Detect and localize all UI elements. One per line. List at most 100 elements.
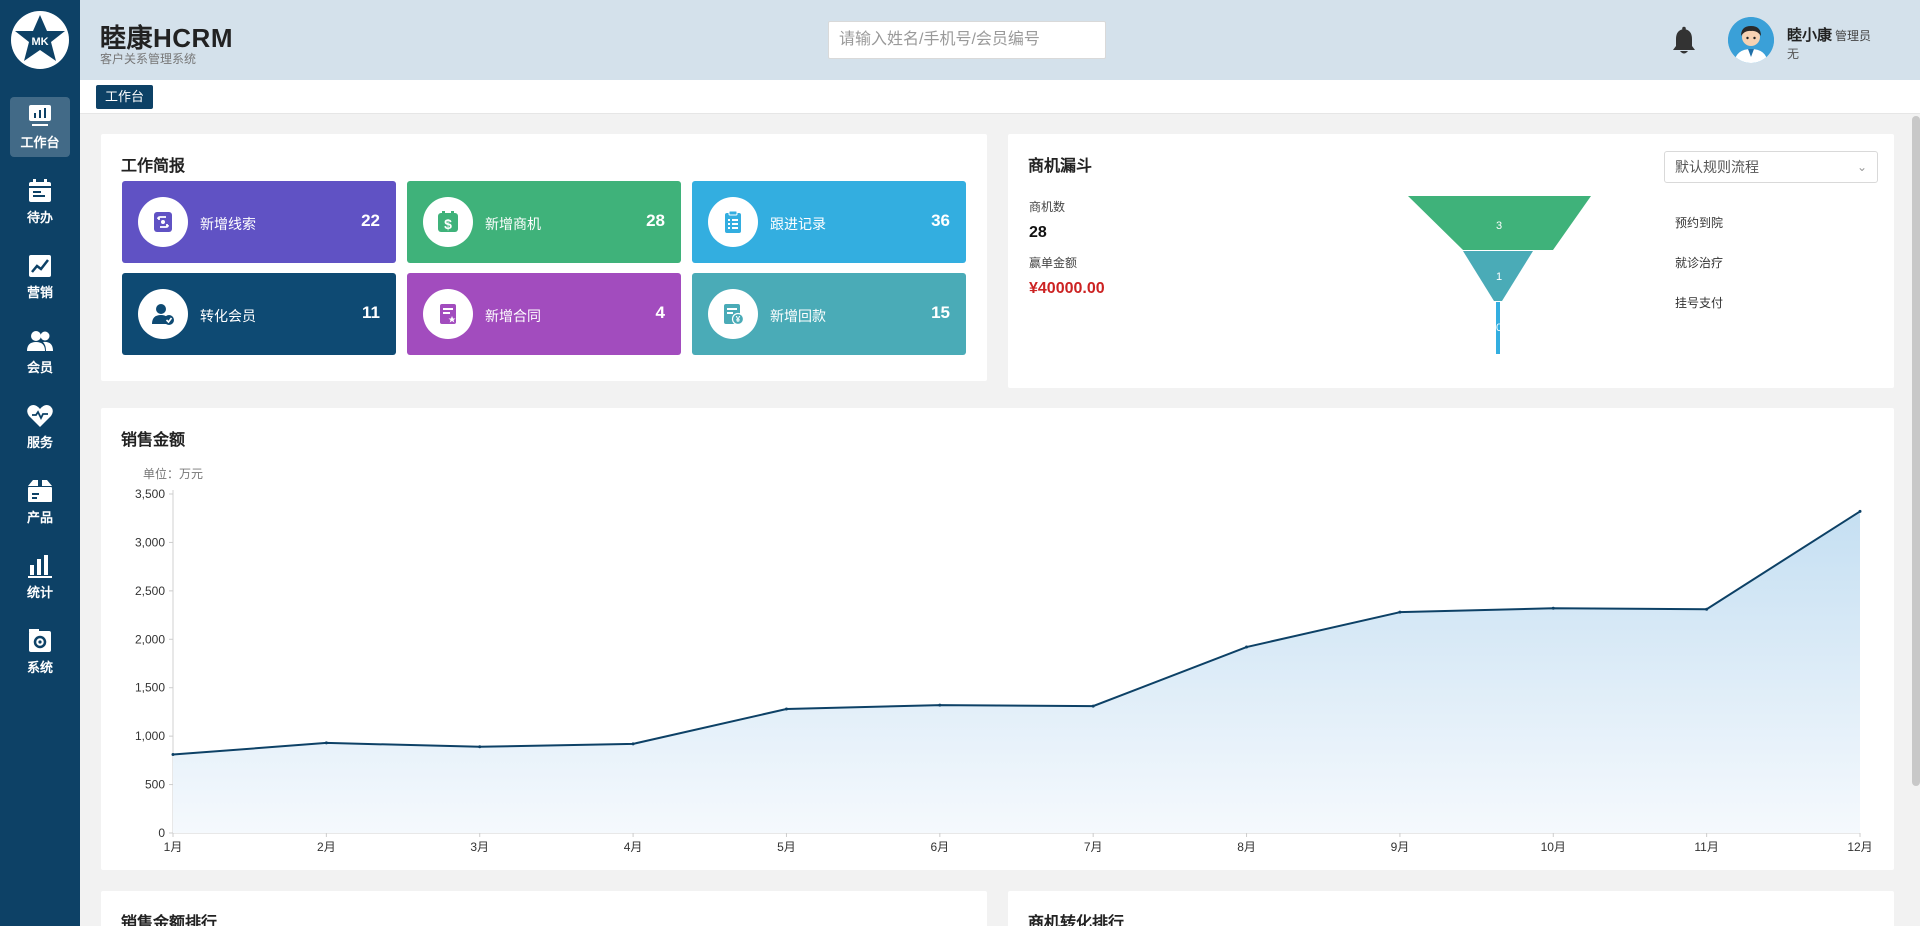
nav-item-todo[interactable]: 待办 <box>10 172 70 232</box>
tile-label: 转化会员 <box>200 308 256 324</box>
top-header: 睦康HCRM 客户关系管理系统 睦小康 管理员 无 <box>80 0 1920 80</box>
nav-label-products: 产品 <box>26 510 53 525</box>
tab-dashboard[interactable]: 工作台 <box>96 85 154 109</box>
nav-item-dashboard[interactable]: 工作台 <box>10 97 70 157</box>
settings-icon <box>29 629 51 652</box>
funnel-card: 商机漏斗 默认规则流程 ⌄ 商机数 28 赢单金额 ¥40000.00 3 1 … <box>1008 134 1894 388</box>
conversion-ranking-title: 商机转化排行 <box>1028 915 1125 926</box>
nav-item-products[interactable]: 产品 <box>10 472 70 532</box>
nav-item-marketing[interactable]: 营销 <box>10 247 70 307</box>
page-scrollbar[interactable] <box>1912 116 1920 786</box>
chevron-down-icon: ⌄ <box>1856 160 1867 174</box>
tile-new-contracts[interactable]: 新增合同 4 <box>407 273 681 355</box>
sales-point <box>938 703 942 707</box>
x-tick-label: 12月 <box>1847 840 1872 854</box>
user-check-icon <box>152 304 174 325</box>
dollar-icon: $ <box>438 211 458 232</box>
search-input[interactable] <box>828 21 1106 59</box>
nav-label-dashboard: 工作台 <box>20 135 60 150</box>
nav-label-service: 服务 <box>26 435 53 450</box>
tab-strip: 工作台 <box>80 80 1920 114</box>
funnel-segment-value: 1 <box>1496 271 1502 283</box>
y-tick-label: 3,000 <box>135 535 165 549</box>
box-icon <box>28 480 52 502</box>
nav-item-system[interactable]: 系统 <box>10 622 70 682</box>
opportunity-count-label: 商机数 <box>1029 200 1066 214</box>
user-name[interactable]: 睦小康 <box>1787 27 1833 44</box>
y-tick-label: 1,000 <box>135 729 165 743</box>
tile-new-payments[interactable]: ¥ 新增回款 15 <box>692 273 966 355</box>
tile-value: 28 <box>646 211 665 230</box>
x-tick-label: 11月 <box>1694 840 1718 854</box>
work-brief-card: 工作简报 新增线索 22 $ 新增商机 28 跟进记录 36 转化会员 11 新… <box>101 134 987 381</box>
calendar-icon <box>29 179 51 202</box>
sales-point <box>324 741 328 745</box>
nav-item-members[interactable]: 会员 <box>10 322 70 382</box>
funnel-segment[interactable] <box>1463 251 1533 301</box>
user-org: 无 <box>1787 47 1800 61</box>
y-tick-label: 0 <box>158 826 165 840</box>
tile-label: 跟进记录 <box>770 216 826 232</box>
x-tick-label: 4月 <box>624 840 643 854</box>
funnel-stage-label: 挂号支付 <box>1675 296 1724 310</box>
tile-value: 15 <box>931 303 950 322</box>
y-tick-label: 2,500 <box>135 584 165 598</box>
work-brief-title: 工作简报 <box>121 158 186 175</box>
process-select[interactable]: 默认规则流程 ⌄ <box>1664 151 1878 183</box>
x-tick-label: 7月 <box>1084 840 1103 854</box>
nav-item-statistics[interactable]: 统计 <box>10 547 70 607</box>
trend-icon <box>29 255 51 277</box>
y-tick-label: 1,500 <box>135 681 165 695</box>
tile-new-opportunities[interactable]: $ 新增商机 28 <box>407 181 681 263</box>
tile-value: 36 <box>931 211 950 230</box>
tile-label: 新增回款 <box>770 308 826 324</box>
funnel-stage-label: 预约到院 <box>1675 216 1724 230</box>
sales-ranking-title: 销售金额排行 <box>121 915 218 926</box>
opportunity-count-value: 28 <box>1029 224 1047 241</box>
y-tick-label: 3,500 <box>135 487 165 501</box>
user-avatar[interactable] <box>1728 17 1774 63</box>
tile-icon-circle <box>708 197 758 247</box>
won-amount-label: 赢单金额 <box>1029 256 1078 270</box>
tile-value: 11 <box>362 303 380 322</box>
tile-label: 新增线索 <box>200 216 256 232</box>
nav-label-system: 系统 <box>26 660 53 675</box>
tile-new-leads[interactable]: 新增线索 22 <box>122 181 396 263</box>
nav-label-todo: 待办 <box>26 210 53 225</box>
nav-item-service[interactable]: 服务 <box>10 397 70 457</box>
user-role: 管理员 <box>1835 29 1872 43</box>
x-tick-label: 2月 <box>317 840 336 854</box>
sales-point <box>1245 645 1249 649</box>
clipboard-icon <box>725 210 741 233</box>
tile-icon-circle <box>138 289 188 339</box>
funnel-segment[interactable] <box>1496 302 1500 354</box>
brand-subtitle: 客户关系管理系统 <box>100 52 197 66</box>
nav-label-statistics: 统计 <box>26 585 53 600</box>
sales-point <box>171 753 175 757</box>
x-tick-label: 9月 <box>1391 840 1410 854</box>
x-tick-label: 3月 <box>470 840 489 854</box>
process-select-value: 默认规则流程 <box>1675 159 1759 175</box>
sales-point <box>1551 606 1555 610</box>
bell-icon[interactable] <box>1670 26 1698 56</box>
logo-text: MK <box>31 36 48 48</box>
contract-icon <box>440 304 456 324</box>
y-tick-label: 2,000 <box>135 632 165 646</box>
svg-text:¥: ¥ <box>736 315 741 324</box>
tile-follow-ups[interactable]: 跟进记录 36 <box>692 181 966 263</box>
tile-icon-circle <box>423 289 473 339</box>
x-tick-label: 6月 <box>930 840 949 854</box>
brand-logo[interactable]: MK <box>9 9 71 71</box>
x-tick-label: 10月 <box>1541 840 1566 854</box>
x-tick-label: 8月 <box>1237 840 1256 854</box>
tile-icon-circle <box>138 197 188 247</box>
funnel-segment[interactable] <box>1408 196 1591 250</box>
funnel-title: 商机漏斗 <box>1028 158 1093 175</box>
tile-value: 4 <box>655 303 665 322</box>
payment-icon: ¥ <box>724 304 745 326</box>
sales-point <box>631 742 635 746</box>
funnel-segment-value: 0 <box>1496 322 1502 334</box>
tile-converted-members[interactable]: 转化会员 11 <box>122 273 396 355</box>
sales-point <box>1091 704 1095 708</box>
sales-point <box>1398 610 1402 614</box>
